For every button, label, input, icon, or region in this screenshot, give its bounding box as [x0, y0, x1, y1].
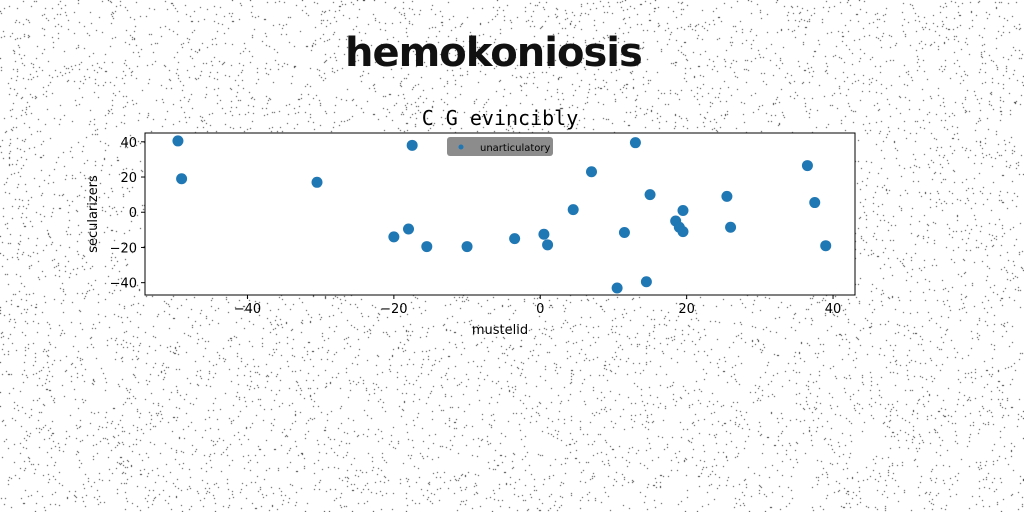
data-point	[542, 239, 554, 251]
legend-marker	[458, 144, 464, 150]
x-axis-label: mustelid	[472, 323, 528, 338]
y-tick-label: −40	[110, 277, 137, 292]
plot-area	[144, 132, 856, 296]
y-axis-label: secularizers	[86, 175, 101, 253]
y-tick-label: 0	[129, 206, 137, 221]
y-tick-label: 20	[120, 171, 137, 186]
data-point	[172, 135, 184, 147]
x-tick-label: −40	[234, 302, 261, 317]
legend-label: unarticulatory	[480, 143, 551, 154]
data-point	[618, 226, 630, 238]
data-point	[640, 276, 652, 288]
data-markers	[172, 135, 832, 294]
data-point	[629, 137, 641, 149]
x-tick-label: 40	[825, 302, 842, 317]
axis-ticks: −40 −20 0 20 40 −40 −20 0 20 40	[110, 136, 842, 317]
x-tick-label: −20	[380, 302, 407, 317]
data-point	[611, 282, 623, 294]
x-tick-label: 20	[678, 302, 695, 317]
data-point	[567, 204, 579, 216]
chart-title: C G evincibly	[422, 106, 579, 130]
x-tick-label: 0	[536, 302, 544, 317]
y-tick-label: −20	[110, 241, 137, 256]
data-point	[176, 173, 188, 185]
data-point	[677, 204, 689, 216]
data-point	[538, 228, 550, 240]
legend: unarticulatory	[447, 137, 553, 156]
data-point	[677, 226, 689, 238]
data-point	[421, 241, 433, 253]
legend-box	[447, 137, 553, 156]
data-point	[725, 221, 737, 233]
data-point	[461, 241, 473, 253]
data-point	[585, 166, 597, 178]
data-point	[403, 223, 415, 235]
data-point	[644, 189, 656, 201]
data-point	[801, 160, 813, 172]
data-point	[311, 176, 323, 188]
data-point	[509, 233, 521, 245]
data-point	[721, 190, 733, 202]
page-title: hemokoniosis	[345, 30, 643, 76]
data-point	[388, 231, 400, 243]
data-point	[820, 240, 832, 252]
data-point	[406, 139, 418, 151]
data-point	[809, 197, 821, 209]
y-tick-label: 40	[120, 136, 137, 151]
